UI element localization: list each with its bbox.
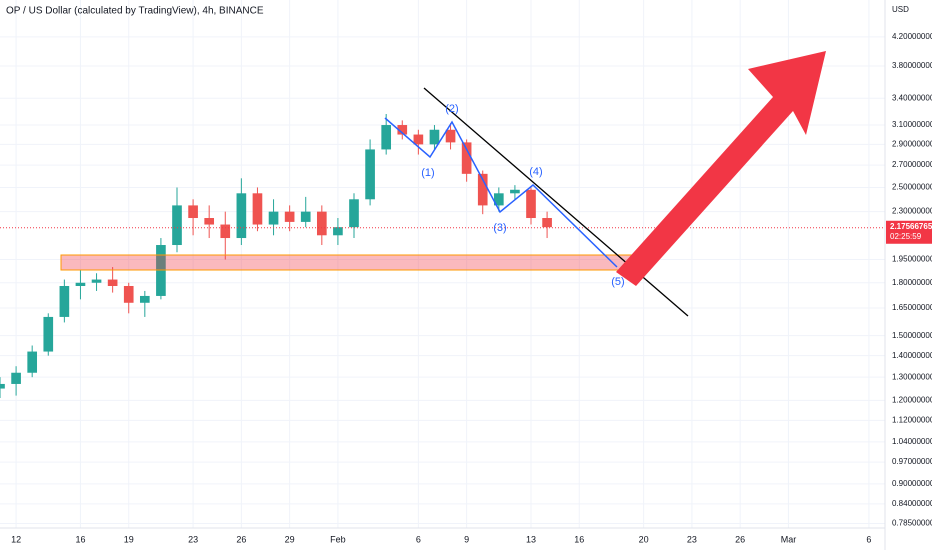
x-tick-label: 12 [11, 534, 21, 544]
chart-title: OP / US Dollar (calculated by TradingVie… [6, 6, 264, 17]
candle-body [75, 282, 86, 286]
y-tick-label: 0.78500000 [892, 519, 932, 528]
y-tick-label: 2.50000000 [892, 183, 932, 192]
candle-body [349, 199, 359, 228]
candle-body [139, 295, 150, 303]
y-tick-label: 1.80000000 [892, 278, 932, 287]
x-tick-label: 23 [188, 534, 198, 544]
y-tick-label: 2.90000000 [892, 139, 932, 148]
y-tick-label: 0.90000000 [892, 479, 932, 488]
last-price-box [886, 220, 932, 244]
y-tick-label: 0.97000000 [892, 457, 932, 466]
x-tick-label: 16 [75, 534, 85, 544]
candle-body [300, 211, 311, 222]
y-tick-label: 0.84000000 [892, 499, 932, 508]
y-tick-label: 2.70000000 [892, 160, 932, 169]
candle-body [316, 211, 327, 236]
candle-body [91, 279, 102, 283]
candle-body [493, 193, 504, 206]
candle-body [445, 129, 456, 143]
y-tick-label: 3.40000000 [892, 93, 932, 102]
big-arrow [616, 51, 826, 286]
x-tick-label: 20 [639, 534, 649, 544]
wave-label: (3) [493, 222, 506, 234]
x-tick-label: 29 [285, 534, 295, 544]
candle-body [268, 211, 279, 225]
candle-body [123, 285, 134, 303]
y-tick-label: 2.30000000 [892, 207, 932, 216]
x-tick-label: Mar [781, 534, 797, 544]
x-tick-label: 9 [464, 534, 469, 544]
y-tick-label: 1.30000000 [892, 372, 932, 381]
candle-body [59, 285, 70, 317]
candle-body [188, 205, 198, 219]
wave-label: (4) [529, 166, 542, 178]
candle-body [284, 211, 295, 222]
y-tick-label: 1.95000000 [892, 255, 932, 264]
y-tick-label: 1.04000000 [892, 437, 932, 446]
candle-body [204, 218, 215, 225]
candle-body [542, 218, 552, 228]
x-tick-label: 26 [735, 534, 745, 544]
wave-label: (1) [421, 167, 434, 179]
candle-body [0, 383, 5, 389]
candle-body [429, 129, 440, 145]
x-tick-label: 6 [866, 534, 871, 544]
candle-body [236, 193, 247, 239]
candle-body [333, 227, 343, 236]
y-tick-label: 1.65000000 [892, 303, 932, 312]
candle-body [510, 189, 520, 194]
wave-label: (2) [445, 103, 458, 115]
y-tick-label: 3.80000000 [892, 61, 932, 70]
y-tick-label: 1.40000000 [892, 351, 932, 360]
wave-path [384, 117, 618, 268]
candle-body [365, 149, 375, 200]
y-tick-label: 1.50000000 [892, 331, 932, 340]
support-zone [60, 254, 633, 271]
x-tick-label: Feb [330, 534, 346, 544]
x-tick-label: 13 [526, 534, 536, 544]
candle-body [477, 173, 488, 206]
x-tick-label: 16 [574, 534, 584, 544]
candle-body [107, 279, 118, 286]
wave-label: (5) [611, 276, 624, 288]
candle-body [11, 372, 21, 384]
currency-label: USD [892, 5, 909, 14]
candle-body [381, 125, 392, 150]
candle-body [413, 134, 424, 145]
y-tick-label: 4.20000000 [892, 32, 932, 41]
candle-body [526, 189, 536, 219]
y-tick-label: 1.12000000 [892, 416, 932, 425]
x-tick-label: 19 [124, 534, 134, 544]
candle-body [397, 125, 408, 135]
x-tick-label: 6 [416, 534, 421, 544]
axes: 4.20000000 3.80000000 3.40000000 3.10000000… [11, 32, 932, 544]
candle-body [220, 224, 231, 239]
x-tick-label: 23 [687, 534, 697, 544]
grid [0, 0, 885, 528]
last-price-label: 2.17566765 [890, 222, 932, 231]
y-tick-label: 3.10000000 [892, 120, 932, 129]
y-tick-label: 1.20000000 [892, 396, 932, 405]
candle-body [461, 142, 472, 174]
candle-body [27, 351, 38, 373]
candle-body [172, 205, 182, 246]
x-tick-label: 26 [236, 534, 246, 544]
candle-body [43, 316, 54, 352]
candle-body [252, 193, 263, 225]
countdown-label: 02:25:59 [890, 232, 922, 241]
trend-line [423, 87, 689, 317]
